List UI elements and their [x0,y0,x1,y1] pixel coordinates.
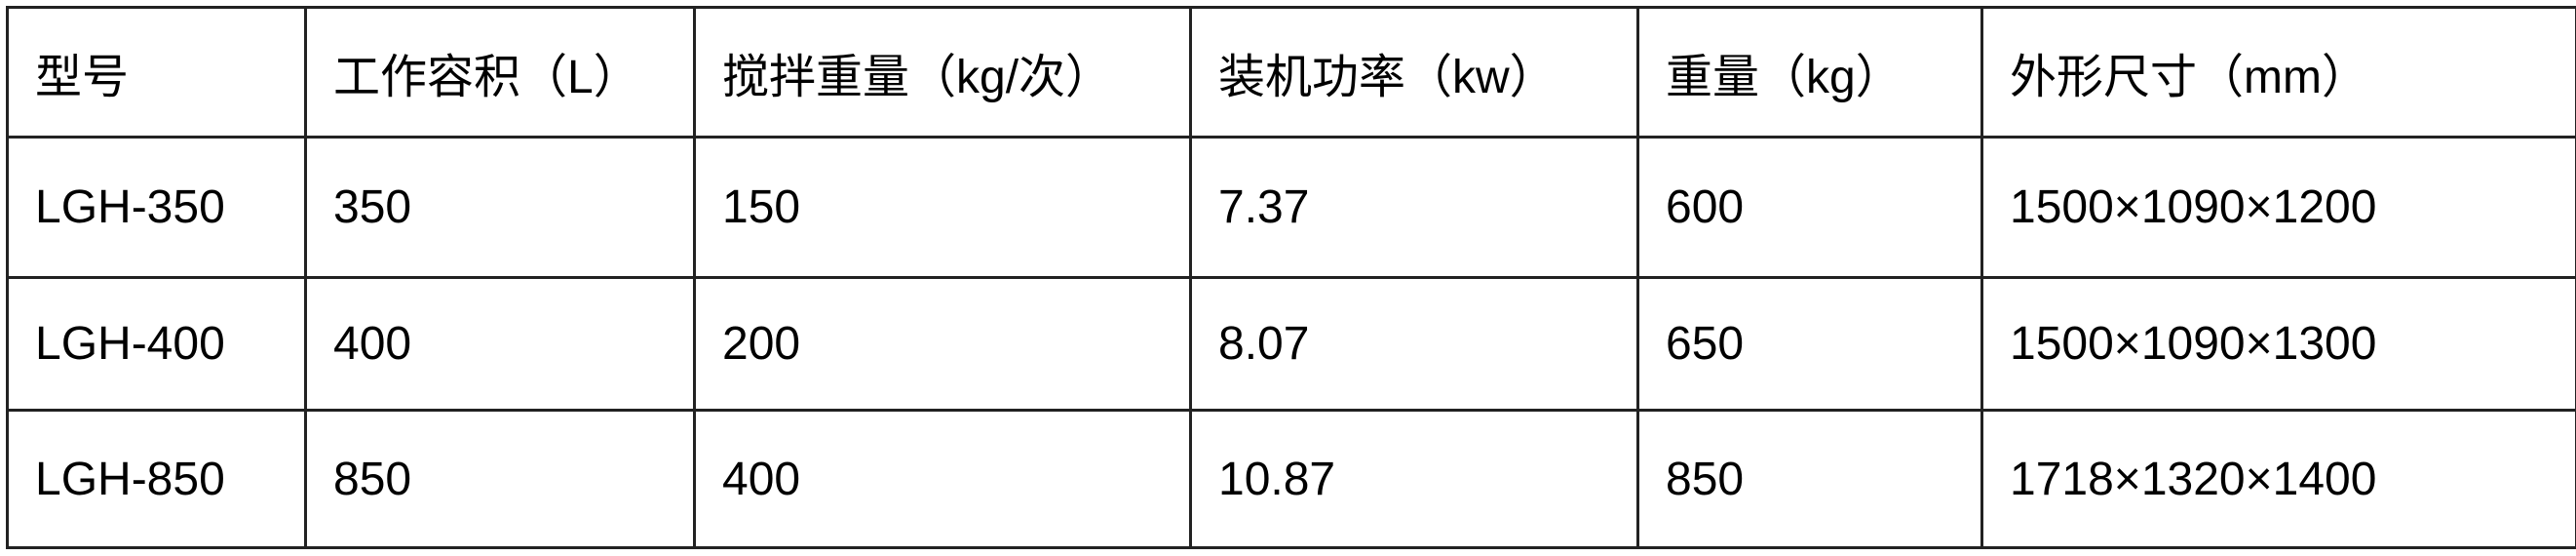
header-volume: 工作容积（L） [304,6,696,139]
cell-mix-weight: 150 [693,136,1192,279]
header-row: 型号 工作容积（L） 搅拌重量（kg/次） 装机功率（kw） 重量（kg） 外形… [6,6,2576,139]
cell-weight: 600 [1636,136,1983,279]
cell-dimensions: 1718×1320×1400 [1980,409,2576,549]
cell-model: LGH-400 [6,276,307,412]
cell-volume: 350 [304,136,696,279]
cell-mix-weight: 400 [693,409,1192,549]
cell-weight: 850 [1636,409,1983,549]
cell-power: 10.87 [1189,409,1639,549]
table-row: LGH-350 350 150 7.37 600 1500×1090×1200 [6,136,2576,279]
cell-dimensions: 1500×1090×1300 [1980,276,2576,412]
table-row: LGH-850 850 400 10.87 850 1718×1320×1400 [6,409,2576,549]
table-row: LGH-400 400 200 8.07 650 1500×1090×1300 [6,276,2576,412]
cell-volume: 400 [304,276,696,412]
header-mix-weight: 搅拌重量（kg/次） [693,6,1192,139]
cell-model: LGH-850 [6,409,307,549]
cell-power: 8.07 [1189,276,1639,412]
header-power: 装机功率（kw） [1189,6,1639,139]
cell-model: LGH-350 [6,136,307,279]
header-weight: 重量（kg） [1636,6,1983,139]
cell-volume: 850 [304,409,696,549]
cell-power: 7.37 [1189,136,1639,279]
header-dimensions: 外形尺寸（mm） [1980,6,2576,139]
cell-mix-weight: 200 [693,276,1192,412]
spec-table: 型号 工作容积（L） 搅拌重量（kg/次） 装机功率（kw） 重量（kg） 外形… [6,6,2576,549]
cell-weight: 650 [1636,276,1983,412]
header-model: 型号 [6,6,307,139]
cell-dimensions: 1500×1090×1200 [1980,136,2576,279]
